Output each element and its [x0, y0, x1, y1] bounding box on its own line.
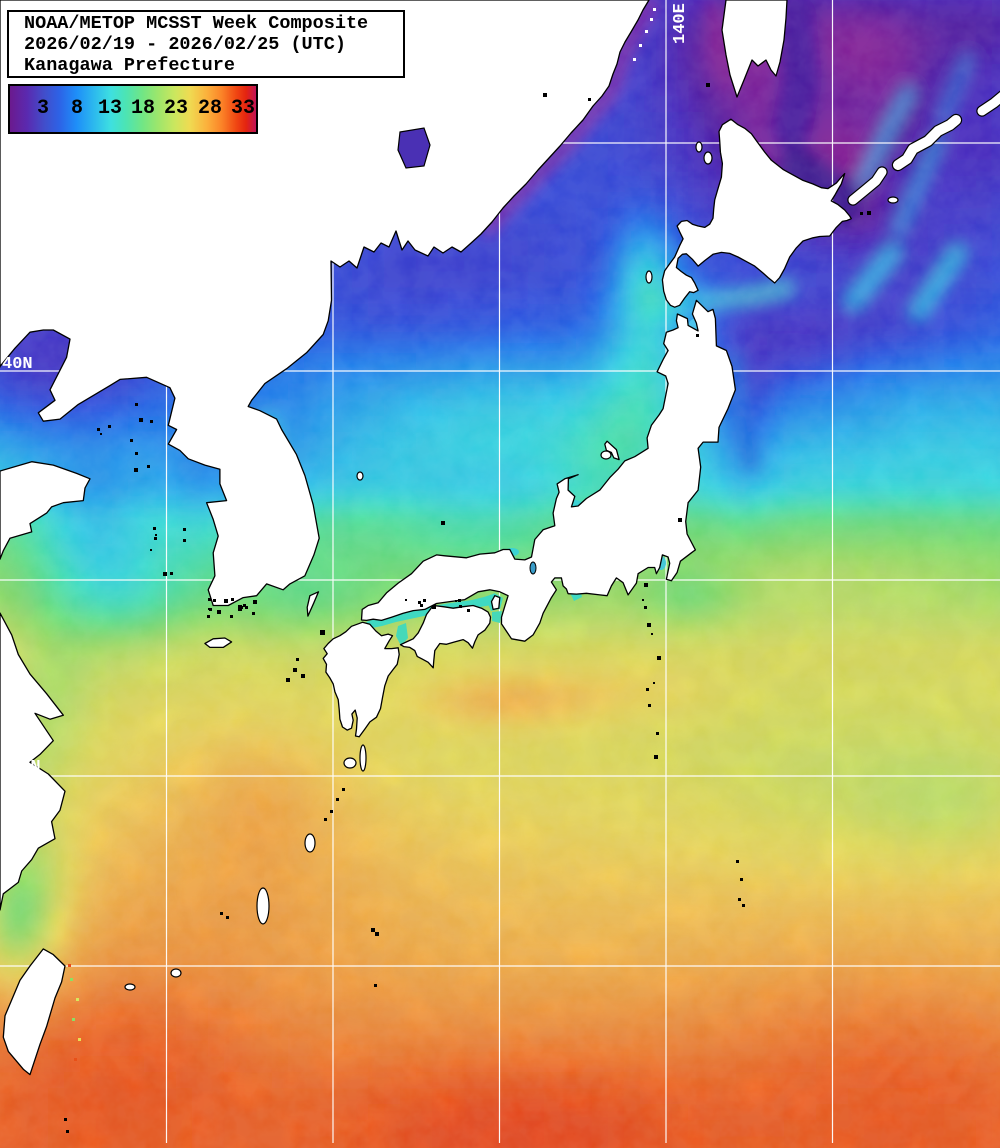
- svg-text:30N: 30N: [10, 758, 41, 777]
- svg-text:140E: 140E: [671, 3, 690, 44]
- svg-text:40N: 40N: [2, 355, 33, 374]
